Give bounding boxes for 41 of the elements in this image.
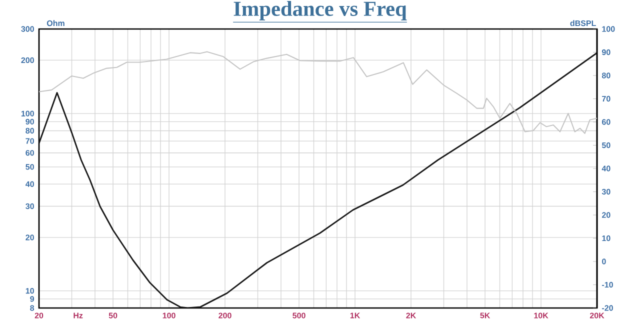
y-tick-label: 60 [26, 150, 34, 156]
y2-tick-label: -10 [602, 282, 613, 288]
y2-tick-label: 30 [602, 188, 610, 195]
y-tick-label: 70 [26, 138, 34, 144]
y-tick-label: 80 [26, 128, 34, 134]
y2-tick-label: 60 [602, 119, 610, 125]
x-tick-label: 20 [34, 312, 44, 318]
x-tick-label: 1K [350, 312, 360, 318]
y2-axis-title: dBSPL [570, 20, 596, 26]
x-tick-label: 500 [292, 312, 306, 318]
y-tick-label: 20 [26, 234, 34, 240]
y-axis-title: Ohm [46, 20, 64, 26]
x-tick-label: 100 [162, 312, 176, 318]
y2-tick-label: 20 [602, 212, 610, 218]
y2-tick-label: 40 [602, 166, 610, 172]
y2-tick-label: 70 [602, 96, 610, 102]
y-tick-label: 8 [30, 305, 34, 311]
y2-tick-label: 90 [602, 49, 610, 56]
y-tick-label: 300 [21, 26, 34, 32]
x-tick-label: 2K [406, 312, 416, 318]
y2-tick-label: 50 [602, 142, 610, 148]
x-tick-label: 5K [480, 312, 490, 318]
y-tick-label: 9 [30, 296, 34, 302]
chart-title: Impedance vs Freq [234, 0, 407, 20]
y-tick-label: 10 [26, 288, 34, 294]
y-tick-label: 50 [26, 164, 34, 170]
y-tick-label: 90 [26, 118, 34, 125]
x-tick-label: 10K [534, 312, 548, 318]
x-tick-label: 20K [590, 312, 604, 318]
y-tick-label: 30 [26, 203, 34, 210]
y-tick-label: 40 [26, 181, 34, 187]
x-tick-label: 200 [218, 312, 232, 318]
x-tick-label: 50 [108, 312, 118, 318]
y2-tick-label: 100 [602, 26, 615, 32]
y2-tick-label: 0 [602, 258, 606, 264]
y2-tick-label: -20 [602, 305, 613, 311]
y-tick-label: 100 [21, 110, 34, 116]
y-tick-label: 200 [21, 57, 34, 64]
x-axis-title: Hz [74, 312, 83, 318]
y2-tick-label: 10 [602, 235, 610, 242]
y2-tick-label: 80 [602, 72, 610, 78]
